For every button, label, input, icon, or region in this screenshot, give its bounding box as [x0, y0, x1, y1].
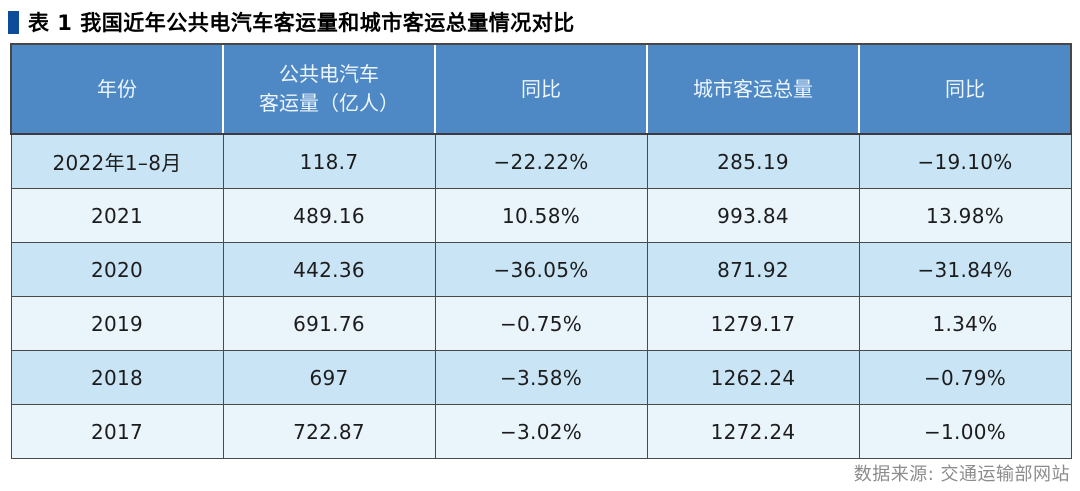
data-source-note: 数据来源: 交通运输部网站 — [853, 464, 1070, 485]
table-cell: 1262.24 — [646, 350, 860, 405]
table-cell: 691.76 — [222, 296, 436, 351]
table-cell: 442.36 — [222, 242, 436, 297]
column-header: 年份 — [10, 43, 223, 135]
table-row: 2021 489.16 10.58% 993.84 13.98% — [10, 188, 1072, 243]
table-row: 2017 722.87 −3.02% 1272.24 −1.00% — [10, 404, 1072, 459]
table-cell: −36.05% — [434, 242, 648, 297]
table-cell: 118.7 — [222, 133, 436, 189]
table-cell: 2017 — [10, 404, 224, 459]
header-row: 年份 公共电汽车 客运量（亿人） 同比 城市客运总量 同比 — [10, 43, 1072, 135]
table-cell: 722.87 — [222, 404, 436, 459]
column-header: 同比 — [858, 43, 1072, 135]
table-cell: 1279.17 — [646, 296, 860, 351]
table-row: 2018 697 −3.58% 1262.24 −0.79% — [10, 350, 1072, 405]
table-header: 年份 公共电汽车 客运量（亿人） 同比 城市客运总量 同比 — [10, 43, 1072, 135]
title-marker-bar — [8, 10, 19, 34]
table-title: 表 1 我国近年公共电汽车客运量和城市客运总量情况对比 — [28, 11, 575, 35]
table-cell: −1.00% — [858, 404, 1072, 459]
table-cell: 697 — [222, 350, 436, 405]
table-cell: 10.58% — [434, 188, 648, 243]
column-header: 公共电汽车 客运量（亿人） — [222, 43, 435, 135]
comparison-table: 年份 公共电汽车 客运量（亿人） 同比 城市客运总量 同比 2022年1–8月 118.7… — [10, 43, 1072, 459]
table-cell: 2018 — [10, 350, 224, 405]
table-cell: 871.92 — [646, 242, 860, 297]
table-cell: 2020 — [10, 242, 224, 297]
table-cell: 489.16 — [222, 188, 436, 243]
table-row: 2019 691.76 −0.75% 1279.17 1.34% — [10, 296, 1072, 351]
table-cell: 285.19 — [646, 133, 860, 189]
table-cell: −3.58% — [434, 350, 648, 405]
table-row: 2020 442.36 −36.05% 871.92 −31.84% — [10, 242, 1072, 297]
table-cell: 993.84 — [646, 188, 860, 243]
table-cell: −19.10% — [858, 133, 1072, 189]
table-cell: −31.84% — [858, 242, 1072, 297]
table-cell: 2022年1–8月 — [10, 133, 224, 189]
table-cell: 2019 — [10, 296, 224, 351]
table-cell: −3.02% — [434, 404, 648, 459]
table-cell: −22.22% — [434, 133, 648, 189]
column-header: 城市客运总量 — [646, 43, 859, 135]
table-body: 2022年1–8月 118.7 −22.22% 285.19 −19.10% 2021 48… — [10, 133, 1072, 459]
table-cell: −0.75% — [434, 296, 648, 351]
column-header: 同比 — [434, 43, 647, 135]
table-cell: 1.34% — [858, 296, 1072, 351]
table-cell: 13.98% — [858, 188, 1072, 243]
table-row: 2022年1–8月 118.7 −22.22% 285.19 −19.10% — [10, 133, 1072, 189]
table-cell: −0.79% — [858, 350, 1072, 405]
table-cell: 1272.24 — [646, 404, 860, 459]
table-cell: 2021 — [10, 188, 224, 243]
table-title-bar: 表 1 我国近年公共电汽车客运量和城市客运总量情况对比 — [0, 0, 1080, 43]
